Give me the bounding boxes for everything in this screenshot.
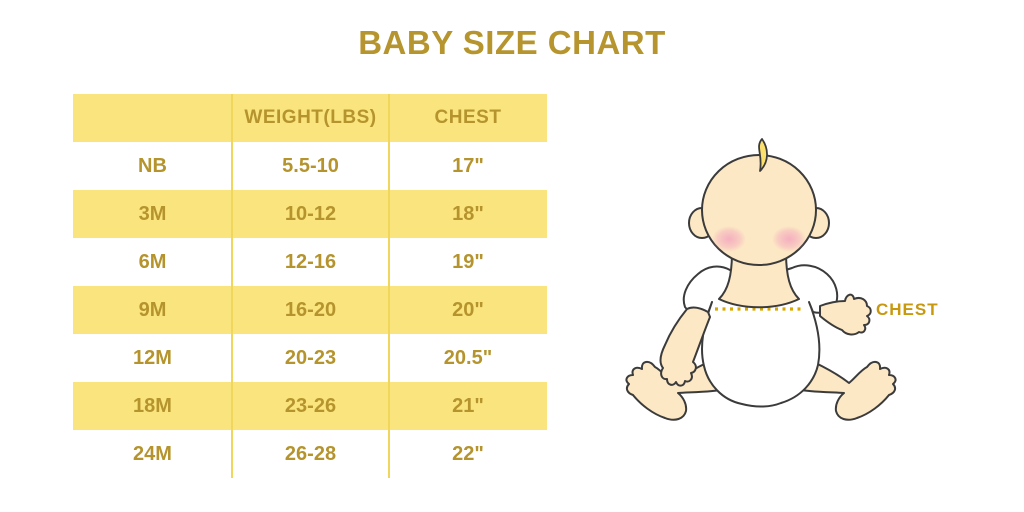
- baby-arm-left: [659, 306, 711, 387]
- weight-cell: 23-26: [284, 395, 337, 417]
- table-row: 24M 26-28 22": [73, 430, 547, 478]
- weight-cell: 26-28: [284, 443, 337, 465]
- table-row: 6M 12-16 19": [73, 238, 547, 286]
- chest-measurement-label: CHEST: [876, 300, 939, 319]
- weight-cell: 12-16: [284, 251, 337, 273]
- chest-header-cell: CHEST: [434, 107, 502, 128]
- size-chart-table: WEIGHT(LBS) CHEST NB 5.5-10 17" 3M 10-12…: [73, 94, 547, 478]
- baby-hair-curl: [758, 138, 768, 172]
- table-row: 9M 16-20 20": [73, 286, 547, 334]
- baby-illustration: [615, 120, 960, 450]
- column-divider: [231, 94, 233, 478]
- size-cell: 6M: [138, 251, 167, 273]
- chest-cell: 21": [452, 395, 484, 417]
- column-divider: [388, 94, 390, 478]
- baby-blush-right: [772, 226, 806, 252]
- chest-cell: 18": [452, 203, 484, 225]
- size-cell: 3M: [138, 203, 167, 225]
- baby-illustration-svg: [625, 138, 897, 421]
- table-row: 12M 20-23 20.5": [73, 334, 547, 382]
- size-header-cell: [73, 94, 232, 142]
- baby-arm-right: [819, 293, 872, 336]
- table-row: 3M 10-12 18": [73, 190, 547, 238]
- size-cell: 9M: [138, 299, 167, 321]
- table-row: 18M 23-26 21": [73, 382, 547, 430]
- weight-cell: 16-20: [284, 299, 337, 321]
- size-cell: 12M: [133, 347, 172, 369]
- baby-neck: [718, 251, 800, 309]
- weight-cell: 10-12: [284, 203, 337, 225]
- weight-cell: 20-23: [284, 347, 337, 369]
- chest-cell: 22": [452, 443, 484, 465]
- table-row: NB 5.5-10 17": [73, 142, 547, 190]
- page-title: BABY SIZE CHART: [358, 24, 666, 61]
- weight-cell: 5.5-10: [282, 155, 339, 177]
- size-cell: 18M: [133, 395, 172, 417]
- weight-header-cell: WEIGHT(LBS): [244, 107, 377, 128]
- table-header-row: WEIGHT(LBS) CHEST: [73, 94, 547, 142]
- size-cell: 24M: [133, 443, 172, 465]
- chest-cell: 20.5": [443, 347, 493, 369]
- chest-cell: 20": [452, 299, 484, 321]
- size-cell: NB: [138, 155, 167, 177]
- chest-cell: 17": [452, 155, 484, 177]
- baby-blush-left: [712, 226, 746, 252]
- chest-cell: 19": [452, 251, 484, 273]
